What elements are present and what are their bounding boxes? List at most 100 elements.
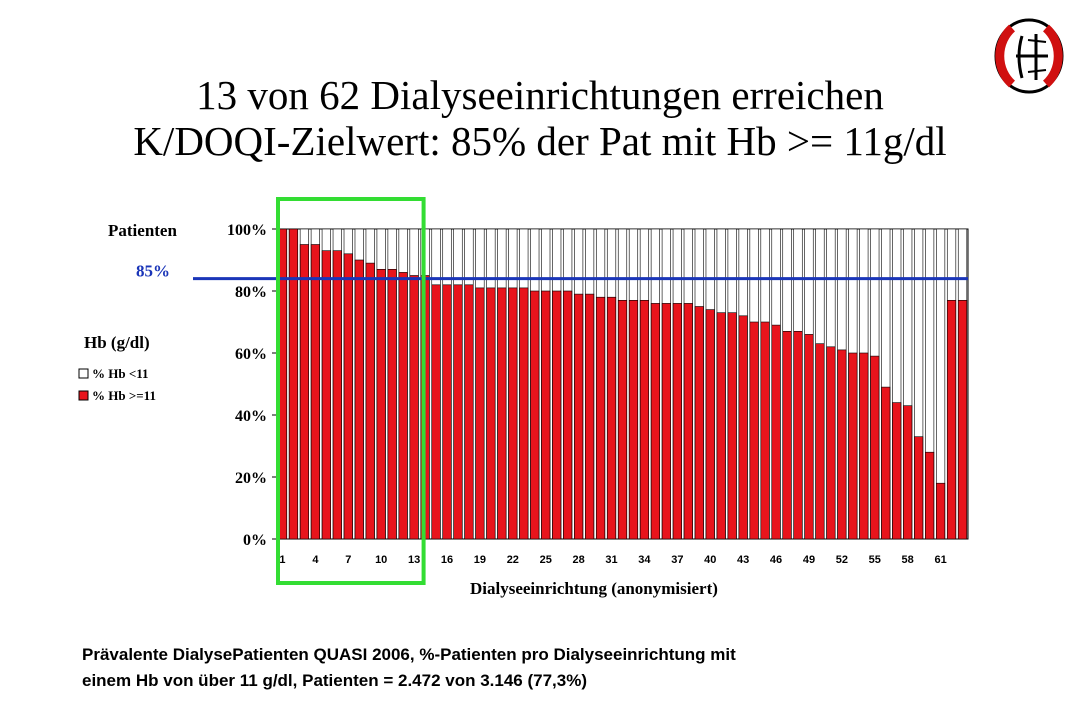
bar-high-51 bbox=[826, 346, 836, 540]
bar-high-30 bbox=[595, 296, 606, 540]
caption: Prävalente DialysePatienten QUASI 2006, … bbox=[82, 642, 1042, 694]
y-tick-label: 100% bbox=[227, 222, 267, 239]
bar-high-11 bbox=[387, 268, 397, 540]
seal-logo-icon bbox=[994, 18, 1064, 94]
bar-high-28 bbox=[574, 293, 584, 540]
bar-high-57 bbox=[892, 402, 902, 540]
bar-high-7 bbox=[343, 253, 353, 540]
x-tick-label: 49 bbox=[803, 554, 815, 566]
bar-high-62 bbox=[946, 299, 957, 540]
x-tick-label: 22 bbox=[507, 554, 519, 566]
x-tick-label: 31 bbox=[605, 554, 617, 566]
x-tick-label: 40 bbox=[704, 554, 716, 566]
bar-high-21 bbox=[497, 287, 507, 540]
x-tick-label: 10 bbox=[375, 554, 387, 566]
bar-high-10 bbox=[376, 268, 386, 540]
x-tick-label: 7 bbox=[345, 554, 351, 566]
bar-high-20 bbox=[486, 287, 496, 540]
y-tick-label: 40% bbox=[235, 408, 267, 425]
bar-high-9 bbox=[365, 262, 375, 540]
bar-high-60 bbox=[925, 451, 935, 540]
bar-high-33 bbox=[628, 299, 639, 540]
title-line-2: K/DOQI-Zielwert: 85% der Pat mit Hb >= 1… bbox=[133, 118, 947, 164]
bar-high-39 bbox=[694, 306, 704, 540]
x-tick-label: 28 bbox=[573, 554, 585, 566]
bar-high-58 bbox=[903, 405, 913, 540]
x-tick-label: 13 bbox=[408, 554, 420, 566]
bar-high-23 bbox=[519, 287, 529, 540]
bar-high-31 bbox=[606, 296, 617, 540]
legend-swatch-white bbox=[78, 368, 89, 379]
caption-line-2: einem Hb von über 11 g/dl, Patienten = 2… bbox=[82, 671, 587, 690]
bar-high-35 bbox=[650, 303, 660, 540]
x-tick-label: 19 bbox=[474, 554, 486, 566]
bar-high-44 bbox=[749, 321, 759, 540]
y-tick-label: 20% bbox=[235, 470, 267, 487]
bar-high-41 bbox=[716, 312, 726, 540]
x-tick-label: 4 bbox=[312, 554, 319, 566]
highlight-box bbox=[276, 197, 426, 585]
bar-high-43 bbox=[738, 315, 748, 540]
x-tick-label: 55 bbox=[869, 554, 881, 566]
bar-high-15 bbox=[431, 284, 441, 540]
bar-high-46 bbox=[771, 324, 781, 540]
x-tick-label: 1 bbox=[279, 554, 285, 566]
bar-high-18 bbox=[464, 284, 474, 540]
bar-high-19 bbox=[475, 287, 485, 540]
x-tick-label: 16 bbox=[441, 554, 453, 566]
bar-high-53 bbox=[848, 352, 858, 540]
y-tick-label: 80% bbox=[235, 284, 267, 301]
bar-high-63 bbox=[957, 299, 968, 540]
x-tick-label: 37 bbox=[671, 554, 683, 566]
y-axis: 0% 20% 40% 60% 80% 100% bbox=[227, 222, 277, 549]
bar-high-40 bbox=[705, 309, 715, 540]
title-line-1: 13 von 62 Dialyseeinrichtungen erreichen bbox=[196, 72, 884, 118]
x-tick-label: 61 bbox=[934, 554, 946, 566]
bar-high-38 bbox=[683, 303, 693, 540]
legend-title: Hb (g/dl) bbox=[84, 333, 150, 352]
bar-high-5 bbox=[321, 250, 331, 540]
x-axis-label: Dialyseeinrichtung (anonymisiert) bbox=[470, 579, 718, 598]
bar-high-16 bbox=[442, 284, 452, 540]
bar-high-56 bbox=[881, 386, 891, 540]
legend-label-low: % Hb <11 bbox=[92, 366, 149, 381]
caption-line-1: Prävalente DialysePatienten QUASI 2006, … bbox=[82, 645, 736, 664]
bar-high-32 bbox=[617, 299, 628, 540]
bar-high-49 bbox=[804, 334, 814, 540]
x-tick-label: 34 bbox=[638, 554, 651, 566]
bar-high-45 bbox=[760, 321, 770, 540]
y-tick-label: 0% bbox=[243, 532, 267, 549]
x-tick-label: 46 bbox=[770, 554, 782, 566]
bar-high-26 bbox=[552, 290, 562, 540]
bar-high-24 bbox=[530, 290, 540, 540]
bar-high-8 bbox=[354, 259, 364, 540]
bar-high-52 bbox=[837, 349, 847, 540]
bar-high-36 bbox=[661, 303, 671, 540]
x-tick-label: 52 bbox=[836, 554, 848, 566]
page-title: 13 von 62 Dialyseeinrichtungen erreichen… bbox=[80, 72, 1000, 164]
bar-high-47 bbox=[782, 330, 792, 540]
x-tick-label: 58 bbox=[902, 554, 914, 566]
bar-high-61 bbox=[936, 482, 946, 540]
bar-high-54 bbox=[859, 352, 869, 540]
bar-high-17 bbox=[453, 284, 463, 540]
bar-high-6 bbox=[332, 250, 342, 540]
x-tick-label: 25 bbox=[540, 554, 552, 566]
bar-high-55 bbox=[870, 355, 880, 540]
y-axis-label: Patienten bbox=[108, 221, 177, 240]
bar-high-2 bbox=[288, 228, 299, 540]
bar-high-25 bbox=[541, 290, 551, 540]
bar-high-59 bbox=[914, 436, 924, 540]
reference-line-group: 85% bbox=[136, 262, 968, 281]
x-tick-label: 43 bbox=[737, 554, 749, 566]
reference-line-label: 85% bbox=[136, 262, 170, 281]
bar-high-29 bbox=[585, 293, 595, 540]
bar-high-37 bbox=[672, 303, 682, 540]
bar-high-3 bbox=[299, 244, 309, 540]
x-axis: 1 4 7 10 13 16 19 22 25 28 31 34 37 40 43 46 49 52 55 58 61 bbox=[279, 554, 946, 566]
bar-high-42 bbox=[727, 312, 737, 540]
legend-label-high: % Hb >=11 bbox=[92, 388, 156, 403]
bars-group bbox=[277, 228, 968, 540]
highlight-box-group bbox=[276, 197, 426, 585]
